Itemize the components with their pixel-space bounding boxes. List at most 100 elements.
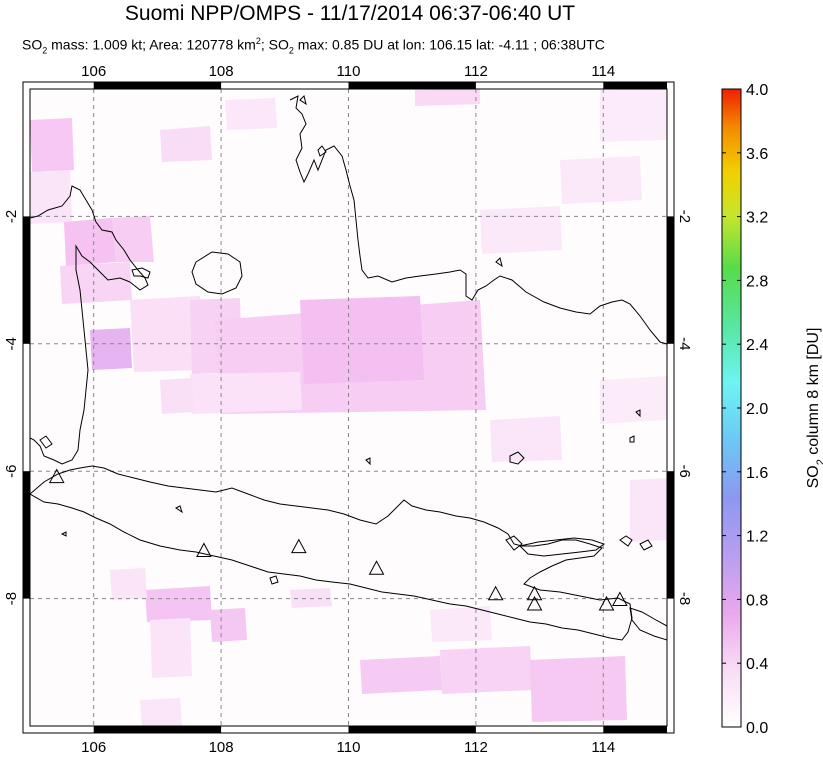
so2-pixels <box>30 89 667 726</box>
bangka-coast <box>131 267 151 279</box>
so2-pixel <box>30 170 72 224</box>
so2-pixel <box>140 698 182 726</box>
sumatra-coast <box>30 185 149 465</box>
volcano-icon <box>487 585 504 601</box>
so2-pixel <box>130 296 204 372</box>
islet-coast <box>317 145 327 157</box>
lon-label-top: 112 <box>464 63 488 80</box>
gridlines <box>30 89 667 726</box>
so2-pixel <box>290 588 332 608</box>
lat-label-left: -8 <box>3 592 20 605</box>
lon-label-top: 106 <box>81 63 106 80</box>
colorbar-tick-label: 1.2 <box>746 529 768 546</box>
subtitle-prefix: SO <box>22 36 43 53</box>
volcano-markers <box>48 468 628 611</box>
subtitle-part3: ; SO <box>260 36 289 53</box>
colorbar-label: SO2 column 8 km [DU] <box>805 328 823 489</box>
volcano-icon <box>290 538 307 554</box>
java-coast <box>30 465 633 641</box>
islet-coast <box>299 95 307 106</box>
lat-label-right: -6 <box>676 465 693 478</box>
so2-pixel <box>145 586 212 622</box>
so2-pixel <box>64 218 116 266</box>
lon-label-top: 114 <box>591 63 615 80</box>
subtitle-sub1: 2 <box>42 45 48 56</box>
lat-labels-right: -2 -4 -6 -8 <box>676 210 693 606</box>
volcano-icon <box>368 560 385 575</box>
colorbar-tick-label: 3.6 <box>746 146 768 163</box>
so2-pixel <box>30 118 74 172</box>
so2-pixel <box>160 378 194 414</box>
lon-label-bottom: 108 <box>209 739 234 756</box>
colorbar-tick-label: 4.0 <box>746 82 768 99</box>
colorbar-tick-label: 3.2 <box>746 210 768 227</box>
so2-pixel <box>60 262 132 304</box>
so2-pixel <box>415 89 480 106</box>
so2-pixel <box>360 656 442 694</box>
colorbar-tick-label: 0.8 <box>746 592 768 609</box>
so2-pixel <box>440 646 532 694</box>
lon-label-top: 108 <box>209 63 234 80</box>
lon-label-top: 110 <box>337 63 361 80</box>
coastlines <box>30 95 667 641</box>
islet-coast <box>60 531 67 537</box>
lat-label-right: -8 <box>676 592 693 605</box>
subtitle-sub2: 2 <box>288 45 294 56</box>
subtitle-max: max: 0.85 DU at lon: 106.15 lat: -4.11 ;… <box>293 36 605 53</box>
so2-pixel <box>110 568 147 600</box>
islet-coast <box>505 535 523 551</box>
so2-pixel <box>560 156 642 204</box>
lat-labels-left: -2 -4 -6 -8 <box>3 210 20 606</box>
islet-coast <box>269 575 279 585</box>
border-bar-top <box>348 82 476 89</box>
lat-label-left: -6 <box>3 465 20 478</box>
islet-coast <box>495 257 503 268</box>
border-bar-right <box>667 216 674 344</box>
so2-pixel <box>190 372 302 414</box>
so2-pixel <box>225 98 277 130</box>
map-border-scale <box>22 81 675 734</box>
so2-pixel <box>430 606 492 642</box>
colorbar-tick-label: 2.4 <box>746 337 768 354</box>
lon-labels-bottom: 106 108 110 112 114 <box>81 739 615 756</box>
border-bar-bottom <box>348 726 476 733</box>
colorbar-tick-label: 1.6 <box>746 465 768 482</box>
volcano-icon <box>196 542 212 557</box>
islet-coast <box>635 409 641 418</box>
so2-pixel <box>150 618 192 678</box>
borneo-coast <box>289 95 667 345</box>
so2-pixel <box>90 328 132 370</box>
so2-pixel <box>600 376 667 424</box>
lon-label-bottom: 106 <box>81 739 106 756</box>
border-bar-bottom <box>93 726 222 733</box>
lon-label-bottom: 112 <box>464 739 488 756</box>
border-bar-right <box>667 471 674 599</box>
lon-label-bottom: 114 <box>591 739 615 756</box>
subtitle-mass-area: mass: 1.009 kt; Area: 120778 km <box>47 36 256 53</box>
so2-pixel <box>490 416 562 462</box>
colorbar-ticks: 0.0 0.4 0.8 1.2 1.6 2.0 2.4 2.8 3.2 3.6 4.0 <box>722 82 768 737</box>
volcano-icon <box>526 585 543 601</box>
colorbar-tick-label: 2.0 <box>746 401 768 418</box>
volcano-icon <box>48 468 65 484</box>
lat-label-left: -4 <box>3 337 20 350</box>
border-bar-top <box>603 82 667 89</box>
islet-coast <box>619 535 633 547</box>
so2-pixel <box>530 656 627 722</box>
colorbar-tick-label: 0.0 <box>746 720 768 737</box>
so2-pixel <box>210 608 247 642</box>
border-bar-top <box>93 82 222 89</box>
volcano-icon <box>526 595 543 611</box>
border-outline <box>22 81 675 734</box>
border-bar-left <box>23 471 30 599</box>
volcano-icon <box>612 591 628 607</box>
so2-pixel <box>160 126 212 162</box>
madura-coast <box>519 537 606 557</box>
lon-labels-top: 106 108 110 112 114 <box>81 63 615 80</box>
lon-label-bottom: 110 <box>337 739 361 756</box>
islet-coast <box>365 457 371 466</box>
lat-label-right: -4 <box>676 337 693 350</box>
volcano-icon <box>598 595 615 611</box>
border-bar-bottom <box>603 726 667 733</box>
